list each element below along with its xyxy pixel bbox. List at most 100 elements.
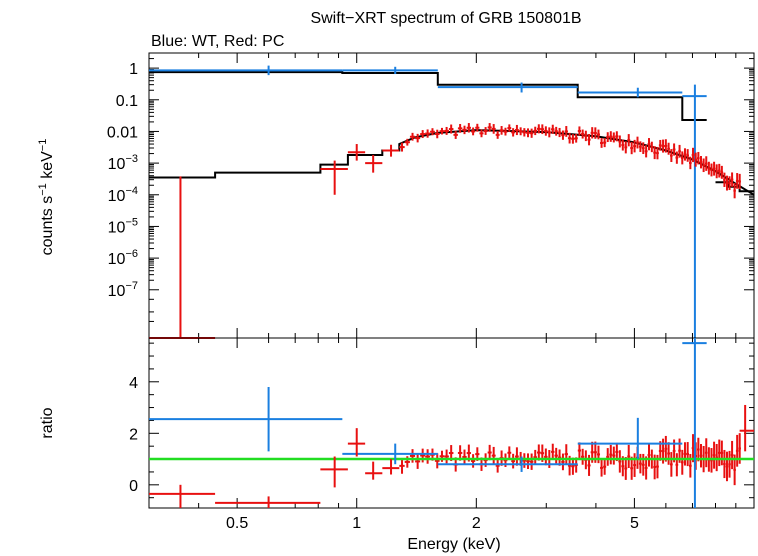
pc-ratio-cloud-point [735,434,739,467]
pc-cloud-point [596,129,601,140]
pc-cloud-point [554,126,558,136]
pc-ratio-cloud-point [712,441,716,469]
pc-ratio-cloud-point [577,442,582,459]
pc-cloud-point [544,126,548,136]
pc-ratio-cloud-point [557,449,562,466]
pc-cloud-point [712,161,716,176]
pc-cloud-point [420,130,426,139]
pc-ratio-cloud-point [730,440,734,470]
pc-cloud-point [453,130,458,139]
pc-cloud-point [647,138,651,151]
pc-cloud-point [638,141,642,152]
pc-data-point [365,155,383,173]
pc-ratio-cloud-point [728,450,731,478]
pc-cloud-point [725,175,729,191]
pc-cloud-point [404,138,410,146]
pc-cloud-point [491,124,496,134]
pc-cloud-point [678,144,681,158]
pc-data-point [149,176,216,339]
pc-cloud-point [547,127,552,138]
pc-cloud-point [680,151,684,165]
pc-ratio-cloud-point [689,453,692,478]
pc-ratio-cloud-point [415,453,421,469]
wt-data-point [342,66,438,75]
pc-ratio-cloud-point [710,448,713,473]
pc-ratio-cloud-point [638,453,642,474]
ratio-panel: 0.5 1 2 5 0 2 4 [129,337,755,532]
ylabel-exp-2: −1 [37,139,49,152]
pc-ratio-point [149,484,216,508]
pc-ratio-cloud-point [600,459,604,477]
pc-cloud-point [664,139,668,153]
pc-ratio-cloud-point [526,453,530,469]
top-y-tick-label: 10−3 [108,153,138,173]
pc-cloud-point [615,131,619,142]
pc-cloud-point [425,129,431,138]
chart-title: Swift−XRT spectrum of GRB 150801B [310,10,581,27]
pc-cloud-point [571,134,575,144]
pc-ratio-cloud-point [680,449,684,475]
pc-ratio-cloud-point [686,442,690,467]
pc-ratio-cloud-point [561,453,565,471]
pc-ratio-cloud-point [409,449,416,463]
pc-cloud-point [577,126,582,136]
pc-ratio-cloud-point [720,440,724,466]
pc-cloud-point [641,142,645,154]
pc-ratio-cloud-point [603,458,607,475]
pc-ratio-cloud-point [425,449,431,464]
wt-ratio-point [149,386,343,452]
pc-ratio-cloud-point [511,453,516,469]
pc-ratio-cloud-point [612,446,616,465]
pc-cloud-point [584,130,588,142]
pc-cloud-point [656,146,659,160]
pc-cloud-point [691,147,695,163]
pc-cloud-point [475,123,480,132]
pc-ratio-point [365,461,383,480]
pc-cloud-point [533,126,538,136]
ylabel-part-2: keV [39,151,56,183]
pc-data-point [347,144,366,161]
pc-cloud-point [499,126,504,135]
x-tick-label: 1 [352,515,361,532]
x-axis-label: Energy (keV) [407,536,500,553]
pc-cloud-point [702,158,705,173]
wt-data-point [437,82,578,93]
top-y-tick-label: 0.01 [107,124,138,141]
pc-cloud-point [658,139,662,151]
pc-cloud-point [728,176,731,191]
top-y-tick-label: 10−7 [108,280,138,300]
ylabel-exp-1: −1 [37,183,49,196]
pc-cloud-point [738,173,741,190]
pc-cloud-point [495,130,500,139]
pc-cloud-point [636,136,639,149]
pc-ratio-cloud-point [596,445,601,464]
pc-ratio-cloud-point [627,444,631,468]
pc-cloud-point [515,124,519,136]
pc-cloud-point [434,129,440,139]
pc-cloud-point [697,151,700,165]
bottom-y-tick-label: 0 [129,478,138,495]
pc-cloud-point [672,143,676,156]
bottom-panel-frame [148,337,755,509]
pc-ratio-cloud-point [470,454,476,468]
pc-cloud-point [444,126,449,135]
top-panel-frame [148,52,755,339]
pc-cloud-point [470,127,476,136]
pc-cloud-point [518,127,523,136]
pc-ratio-point [382,459,400,475]
pc-ratio-cloud-point [647,443,651,467]
pc-cloud-point [606,132,610,143]
pc-cloud-point [466,123,471,133]
pc-ratio-cloud-point [717,439,721,467]
pc-cloud-point [669,149,673,163]
pc-cloud-point [735,173,739,189]
pc-ratio-cloud-point [664,435,668,462]
wt-data-point [682,84,707,338]
pc-cloud-point [503,127,508,136]
spectrum-panel: 1 0.1 0.01 10−3 10−4 10−5 10−6 10−7 [107,52,755,339]
pc-cloud-point [511,128,516,137]
pc-cloud-point [686,149,690,162]
pc-cloud-point [704,156,708,171]
pc-cloud-point [581,129,585,139]
pc-cloud-point [574,133,578,143]
